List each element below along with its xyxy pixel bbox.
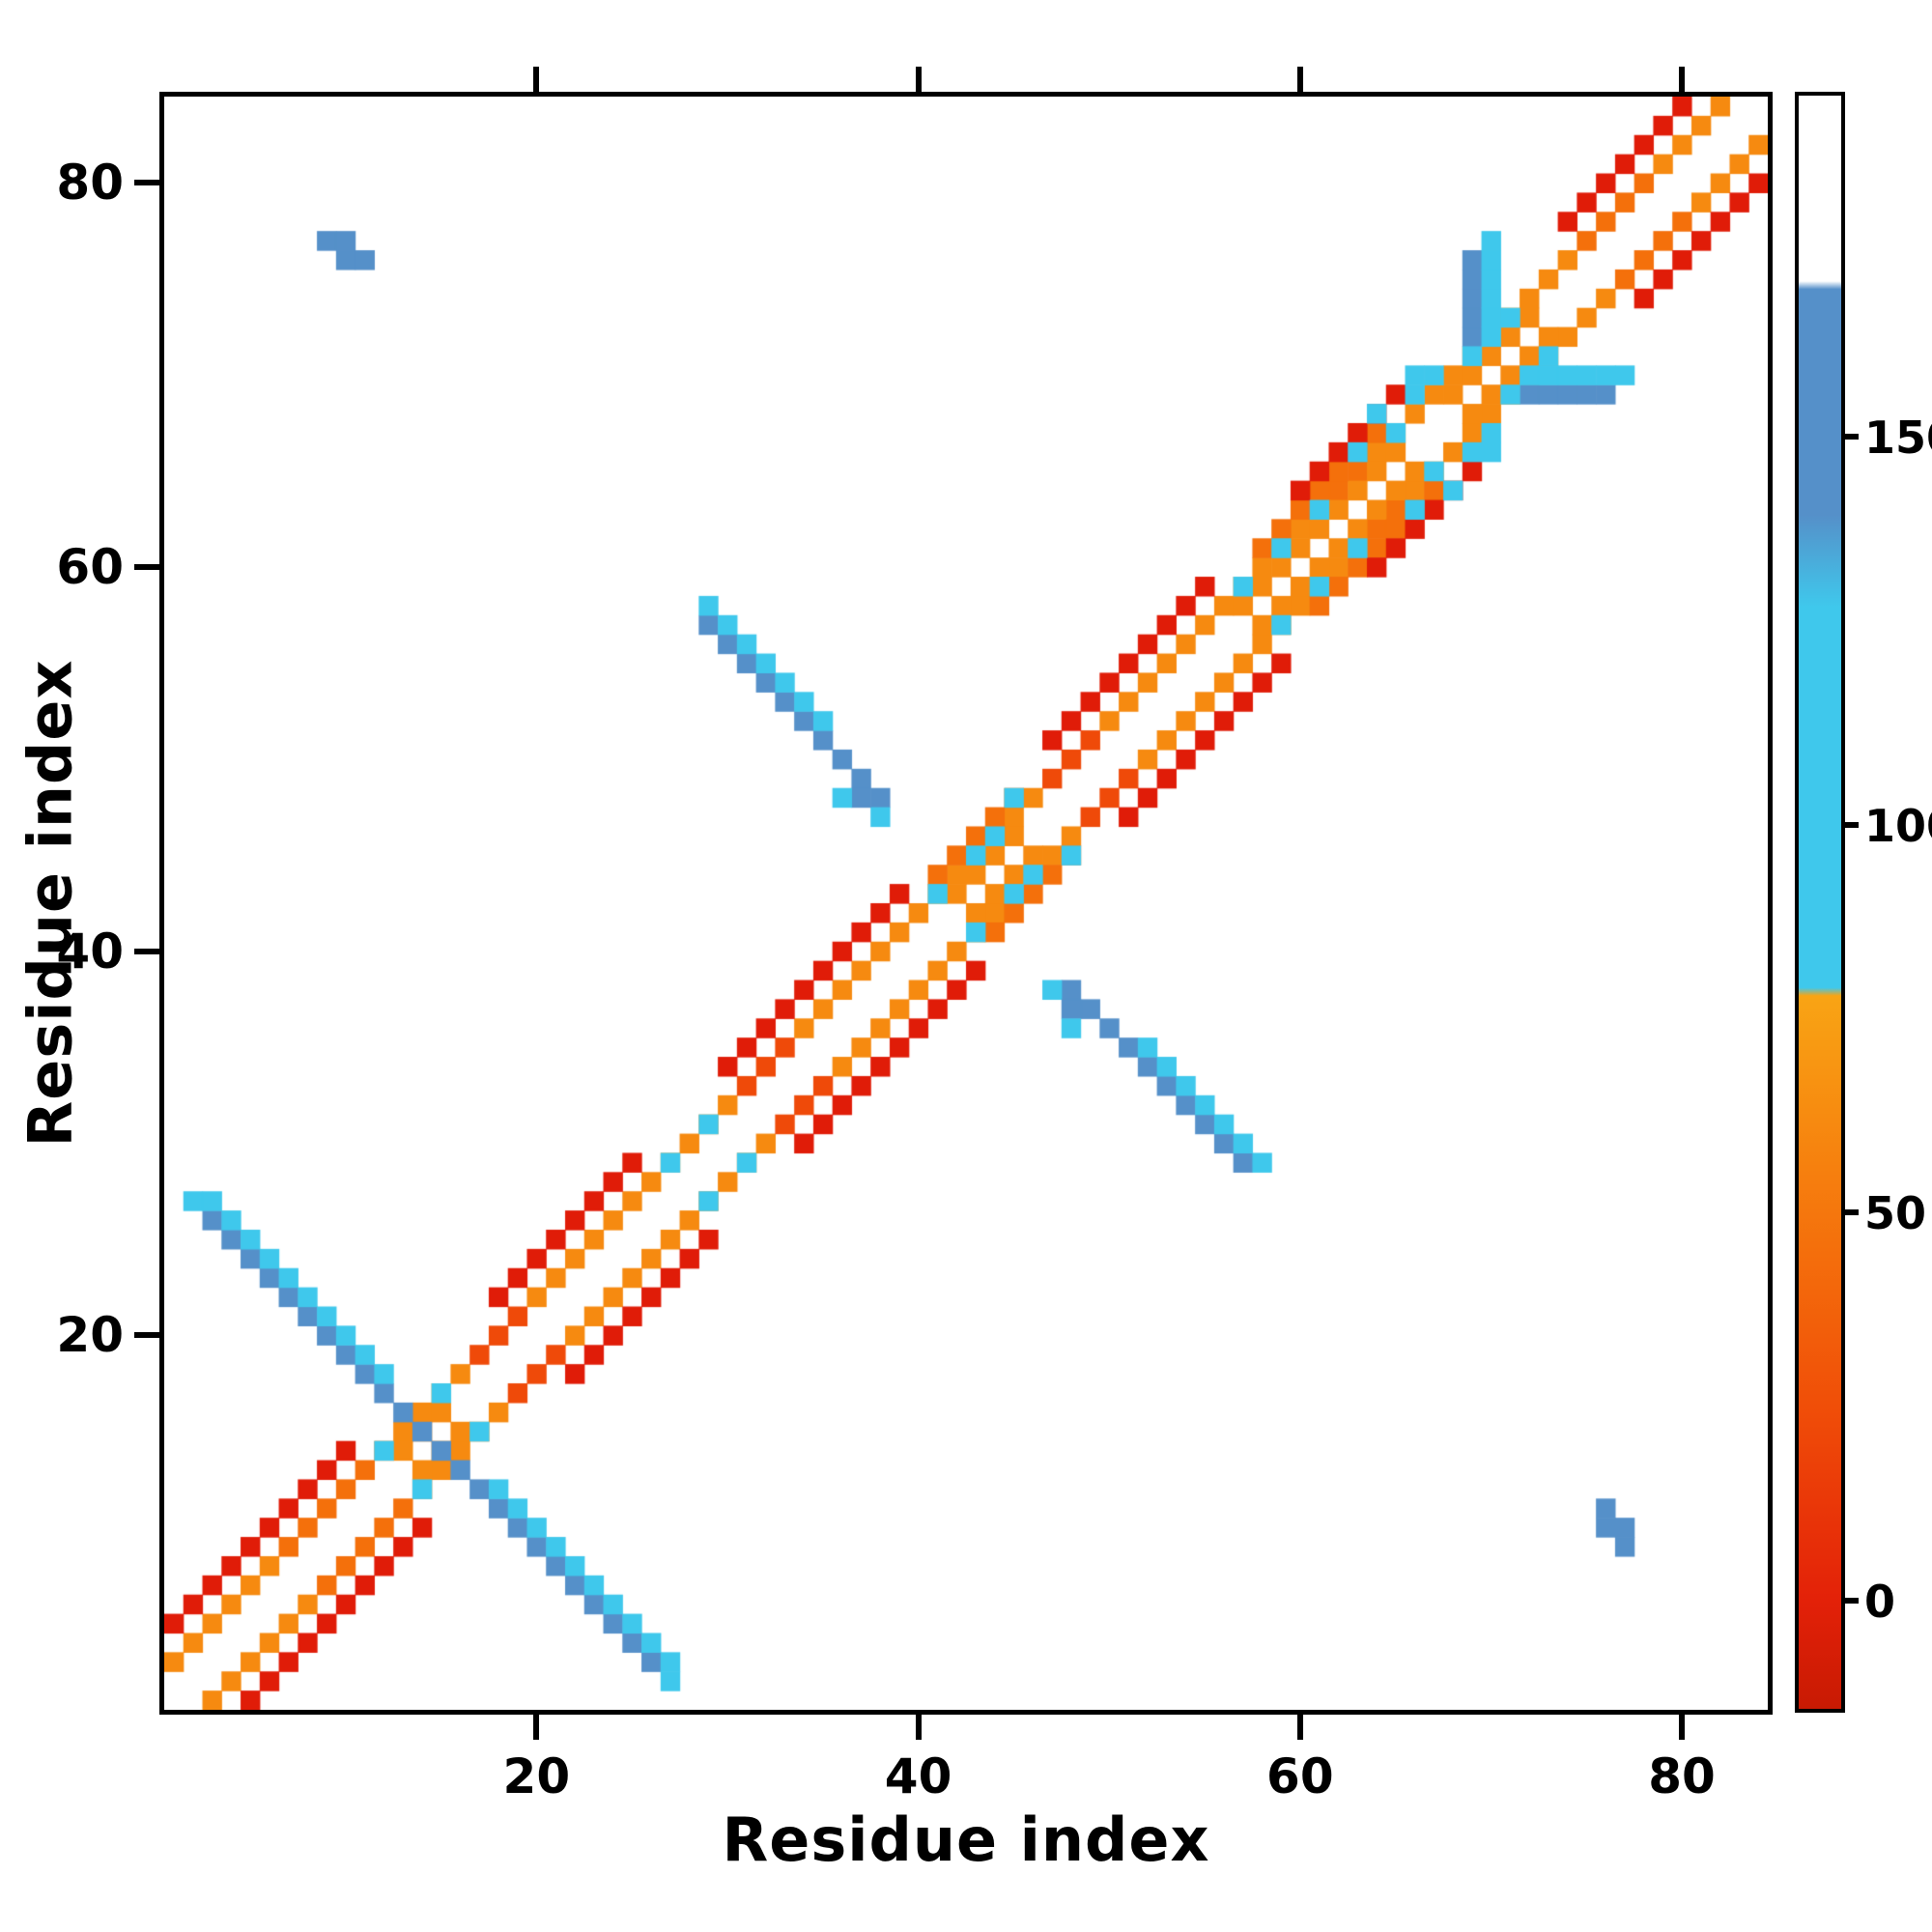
y-axis-label: Residue index [14,659,86,1148]
x-tick-top [915,67,922,92]
y-tick-label: 20 [56,1307,124,1364]
x-axis-label: Residue index [722,1804,1210,1875]
y-tick [134,1332,159,1339]
x-tick-label: 40 [884,1748,952,1804]
x-tick-label: 20 [502,1748,571,1804]
y-tick [134,564,159,571]
y-tick-label: 60 [56,539,124,596]
x-tick-top [533,67,540,92]
x-tick [1679,1715,1686,1740]
colorbar-tick [1845,434,1859,440]
y-tick [134,180,159,186]
x-tick-label: 60 [1266,1748,1334,1804]
colorbar-tick-label: 100 [1864,799,1932,852]
plot-area [159,92,1773,1715]
colorbar-tick [1845,821,1859,828]
y-tick-label: 80 [56,155,124,212]
x-tick [915,1715,922,1740]
x-tick-label: 80 [1648,1748,1716,1804]
x-tick [1296,1715,1303,1740]
x-tick-top [1296,67,1303,92]
colorbar [1795,92,1845,1713]
colorbar-tick-label: 150 [1864,412,1932,465]
colorbar-tick-label: 50 [1864,1187,1927,1240]
heatmap-canvas [164,97,1768,1710]
y-tick [134,948,159,954]
y-tick-label: 40 [56,923,124,980]
colorbar-tick [1845,1597,1859,1604]
x-tick-top [1679,67,1686,92]
colorbar-gradient [1799,96,1841,1709]
colorbar-tick-label: 0 [1864,1575,1896,1628]
x-tick [533,1715,540,1740]
colorbar-tick [1845,1209,1859,1216]
